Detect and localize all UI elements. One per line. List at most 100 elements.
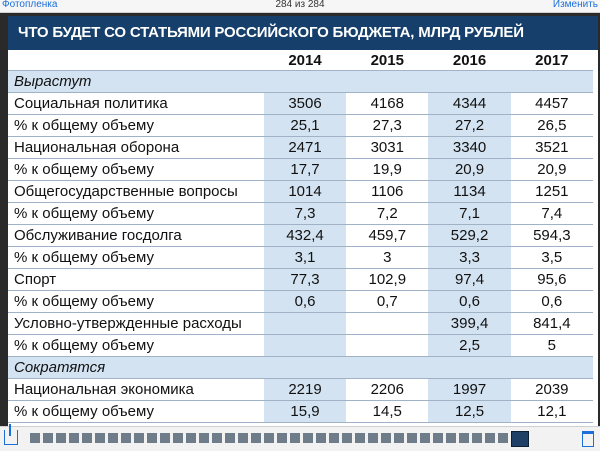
- cell-value: 12,5: [428, 400, 511, 423]
- cell-value: 432,4: [263, 224, 347, 247]
- thumbnail[interactable]: [485, 433, 495, 443]
- table-row: % к общему объему 2,5 5: [8, 334, 593, 357]
- thumbnail[interactable]: [238, 433, 248, 443]
- cell-value: 2039: [510, 378, 593, 401]
- thumbnail[interactable]: [420, 433, 430, 443]
- cell-value: 529,2: [428, 224, 511, 247]
- thumbnail[interactable]: [498, 433, 508, 443]
- table-row: Общегосударственные вопросы 1014 1106 1134 1…: [8, 180, 593, 203]
- row-label: Спорт: [8, 268, 264, 291]
- row-label: % к общему объему: [8, 114, 264, 137]
- thumbnail[interactable]: [355, 433, 365, 443]
- thumbnail[interactable]: [121, 433, 131, 443]
- cell-value: 20,9: [510, 158, 593, 181]
- thumbnail[interactable]: [394, 433, 404, 443]
- thumbnail[interactable]: [342, 433, 352, 443]
- cell-value: 26,5: [510, 114, 593, 137]
- cell-value: 3521: [510, 136, 593, 159]
- cell-value: 841,4: [510, 312, 593, 335]
- cell-value: 97,4: [428, 268, 511, 291]
- thumbnail[interactable]: [381, 433, 391, 443]
- cell-value: 27,3: [346, 114, 429, 137]
- thumbnail[interactable]: [511, 431, 529, 447]
- header-blank: [8, 50, 264, 71]
- cell-value: [263, 312, 347, 335]
- section-header-row: Вырастут: [8, 70, 593, 93]
- thumbnail[interactable]: [30, 433, 40, 443]
- thumbnail[interactable]: [277, 433, 287, 443]
- edit-button[interactable]: Изменить: [552, 0, 598, 10]
- year-header: 2015: [346, 50, 429, 71]
- thumbnail-strip[interactable]: [0, 424, 600, 451]
- budget-table: 2014 2015 2016 2017 Вырастут Социальная п…: [8, 50, 593, 423]
- cell-value: 4344: [428, 92, 511, 115]
- thumbnail[interactable]: [173, 433, 183, 443]
- cell-value: 3,1: [263, 246, 347, 269]
- thumbnail[interactable]: [316, 433, 326, 443]
- cell-value: 1134: [428, 180, 511, 203]
- thumbnail[interactable]: [108, 433, 118, 443]
- thumbnail[interactable]: [82, 433, 92, 443]
- thumbnail[interactable]: [160, 433, 170, 443]
- table-row: % к общему объему 17,7 19,9 20,9 20,9: [8, 158, 593, 181]
- thumbnail[interactable]: [407, 433, 417, 443]
- cell-value: 1997: [428, 378, 511, 401]
- cell-value: 15,9: [263, 400, 347, 423]
- cell-value: 7,3: [263, 202, 347, 225]
- row-label: % к общему объему: [8, 158, 264, 181]
- table-title: ЧТО БУДЕТ СО СТАТЬЯМИ РОССИЙСКОГО БЮДЖЕТ…: [8, 16, 598, 50]
- cell-value: 1106: [346, 180, 429, 203]
- cell-value: 3340: [428, 136, 511, 159]
- row-label: Общегосударственные вопросы: [8, 180, 264, 203]
- thumbnail[interactable]: [472, 433, 482, 443]
- thumbnail[interactable]: [303, 433, 313, 443]
- cell-value: 3031: [346, 136, 429, 159]
- thumbnail[interactable]: [69, 433, 79, 443]
- table-row: % к общему объему 15,9 14,5 12,5 12,1: [8, 400, 593, 423]
- thumbnail[interactable]: [446, 433, 456, 443]
- cell-value: 4168: [346, 92, 429, 115]
- cell-value: 3: [346, 246, 429, 269]
- table-row: % к общему объему 25,1 27,3 27,2 26,5: [8, 114, 593, 137]
- cell-value: 3,5: [510, 246, 593, 269]
- cell-value: 0,6: [510, 290, 593, 313]
- thumbnail[interactable]: [368, 433, 378, 443]
- thumbnail[interactable]: [186, 433, 196, 443]
- trash-icon[interactable]: [582, 431, 594, 447]
- thumbnail[interactable]: [43, 433, 53, 443]
- thumbnail[interactable]: [290, 433, 300, 443]
- thumbnail[interactable]: [56, 433, 66, 443]
- cell-value: 102,9: [346, 268, 429, 291]
- thumbnail[interactable]: [459, 433, 469, 443]
- share-icon[interactable]: [4, 424, 18, 445]
- thumbnail-list[interactable]: [30, 431, 529, 447]
- thumbnail[interactable]: [95, 433, 105, 443]
- year-header: 2016: [428, 50, 511, 71]
- thumbnail[interactable]: [212, 433, 222, 443]
- thumbnail[interactable]: [264, 433, 274, 443]
- thumbnail[interactable]: [433, 433, 443, 443]
- header-row: 2014 2015 2016 2017: [8, 50, 593, 71]
- row-label: % к общему объему: [8, 202, 264, 225]
- top-toolbar: Фотопленка 284 из 284 Изменить: [0, 0, 600, 13]
- thumbnail[interactable]: [251, 433, 261, 443]
- cell-value: 0,6: [263, 290, 347, 313]
- table-row: Условно-утвержденные расходы 399,4 841,4: [8, 312, 593, 335]
- cell-value: 7,4: [510, 202, 593, 225]
- cell-value: 3506: [263, 92, 347, 115]
- section-title: Сократятся: [8, 356, 593, 379]
- thumbnail[interactable]: [225, 433, 235, 443]
- row-label: Национальная оборона: [8, 136, 264, 159]
- thumbnail[interactable]: [329, 433, 339, 443]
- thumbnail[interactable]: [134, 433, 144, 443]
- row-label: Обслуживание госдолга: [8, 224, 264, 247]
- cell-value: 7,2: [346, 202, 429, 225]
- back-button[interactable]: Фотопленка: [2, 0, 58, 10]
- photo-view: ЧТО БУДЕТ СО СТАТЬЯМИ РОССИЙСКОГО БЮДЖЕТ…: [8, 16, 598, 426]
- cell-value: 2219: [263, 378, 347, 401]
- thumbnail[interactable]: [199, 433, 209, 443]
- thumbnail[interactable]: [147, 433, 157, 443]
- cell-value: 77,3: [263, 268, 347, 291]
- row-label: Социальная политика: [8, 92, 264, 115]
- cell-value: 1014: [263, 180, 347, 203]
